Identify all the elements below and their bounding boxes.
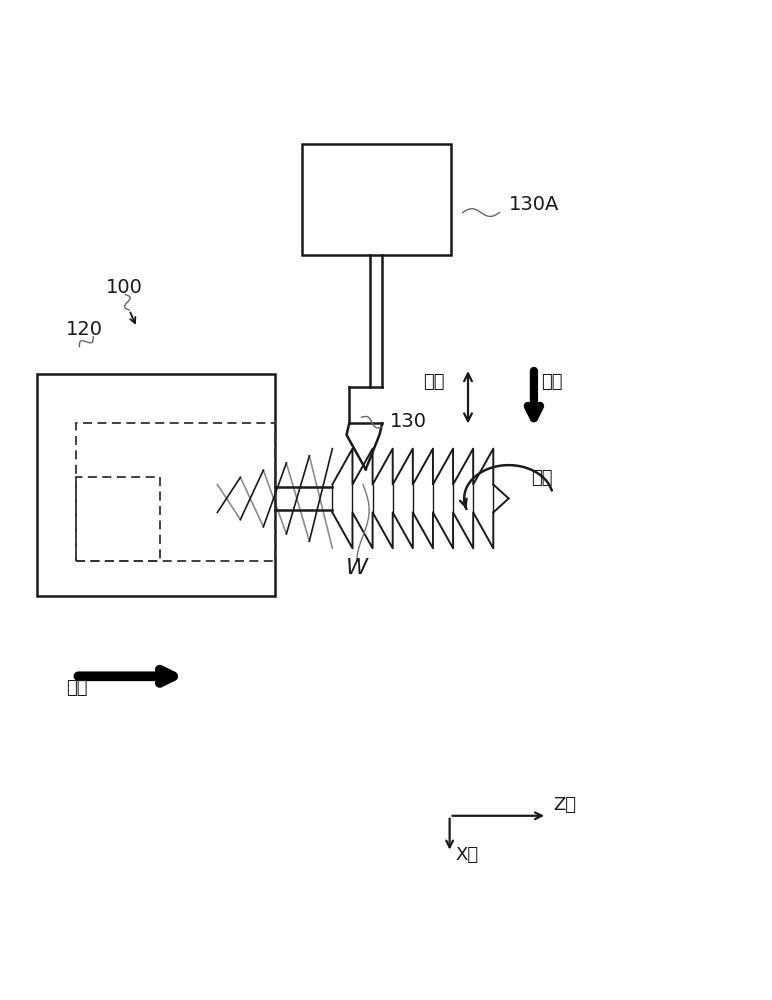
Text: X轴: X轴 (455, 846, 478, 864)
Text: 130: 130 (390, 412, 427, 431)
Text: 进给: 进给 (66, 679, 87, 697)
Text: 100: 100 (107, 278, 143, 297)
Text: Z轴: Z轴 (553, 796, 576, 814)
Bar (76, 477, 160, 561)
Text: 进给: 进给 (541, 373, 562, 391)
Text: 130A: 130A (509, 195, 559, 214)
Bar (302, 144, 451, 255)
Bar (76, 423, 275, 561)
Text: W: W (346, 558, 368, 578)
Text: 振动: 振动 (423, 373, 445, 391)
Text: 旋转: 旋转 (532, 469, 553, 487)
Bar (37, 374, 275, 596)
Text: 120: 120 (66, 320, 103, 339)
